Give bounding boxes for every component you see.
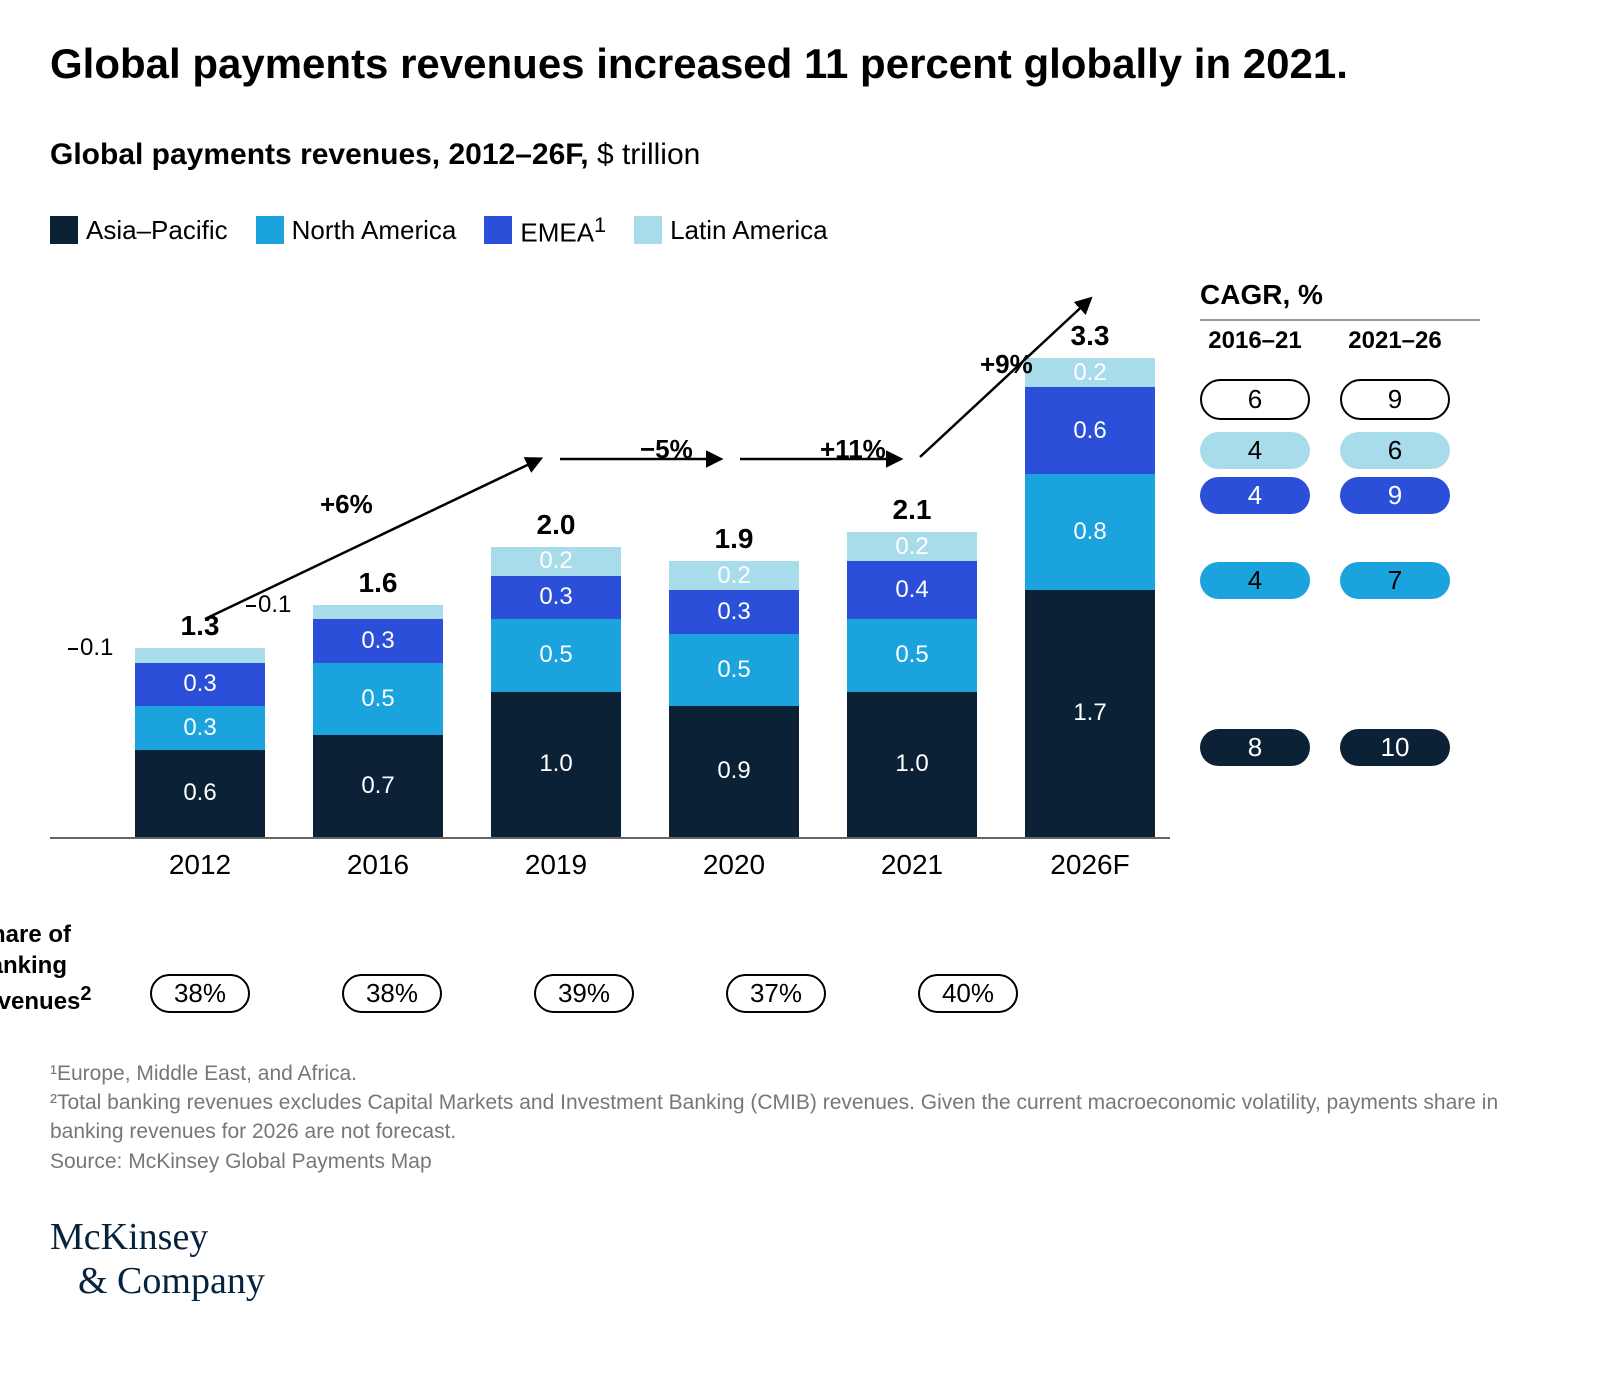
legend-swatch [50,216,78,244]
bar-segment: 0.5 [847,619,977,692]
cagr-value: 6 [1200,379,1310,420]
x-axis-label: 2012 [120,849,280,881]
x-axis-label: 2019 [476,849,636,881]
bar-segment: 1.0 [847,692,977,837]
bar-segment: 0.2 [491,547,621,576]
share-pill: 38% [342,974,442,1013]
mckinsey-logo: McKinsey & Company [50,1216,1550,1303]
bar-total-label: 1.6 [359,567,398,599]
bar-segment: 0.2 [669,561,799,590]
subtitle-bold: Global payments revenues, 2012–26F, [50,138,589,171]
cagr-value: 4 [1200,432,1310,469]
bar-segment: 0.10.1 [313,605,443,620]
bar-total-label: 3.3 [1071,320,1110,352]
bar-group: 2.1 1.00.50.40.2 [832,494,992,837]
bar-total-label: 2.1 [893,494,932,526]
bar-segment: 0.2 [847,532,977,561]
bar-segment: 0.3 [135,663,265,707]
legend-item: Asia–Pacific [50,212,228,249]
cagr-row: 49 [1200,477,1550,514]
bar-segment: 1.0 [491,692,621,837]
bar-group: 2.0 1.00.50.30.2 [476,509,636,837]
bar-segment: 0.6 [135,750,265,837]
cagr-row: 46 [1200,432,1550,469]
chart-title: Global payments revenues increased 11 pe… [50,40,1550,88]
share-pill: 40% [918,974,1018,1013]
cagr-value: 6 [1340,432,1450,469]
bar-group: 3.3 1.70.80.60.2 [1010,320,1170,837]
bar-segment: 0.8 [1025,474,1155,590]
bar-group: 1.9 0.90.50.30.2 [654,523,814,837]
cagr-title: CAGR, % [1200,279,1550,311]
share-pill: 39% [534,974,634,1013]
bar-segment: 0.5 [669,634,799,707]
x-axis-label: 2026F [1010,849,1170,881]
footnotes: ¹Europe, Middle East, and Africa.²Total … [50,1059,1550,1177]
legend-swatch [634,216,662,244]
cagr-value: 8 [1200,729,1310,766]
share-pill: 38% [150,974,250,1013]
bar-group: 1.30.60.30.30.10.1 [120,610,280,837]
bar-segment: 0.5 [313,663,443,736]
legend-label: Latin America [670,215,828,246]
bar-segment: 0.4 [847,561,977,619]
bar-total-label: 2.0 [537,509,576,541]
legend-label: Asia–Pacific [86,215,228,246]
legend: Asia–Pacific North America EMEA1 Latin Amer… [50,212,1550,249]
stacked-bar-chart: 1.30.60.30.30.10.11.60.70.50.30.10.12.01… [50,279,1170,929]
cagr-row: 69 [1200,379,1550,420]
bar-segment: 0.3 [669,590,799,634]
footnote-line: ¹Europe, Middle East, and Africa. [50,1059,1550,1088]
legend-label: North America [292,215,457,246]
x-axis-label: 2020 [654,849,814,881]
bar-total-label: 1.9 [715,523,754,555]
cagr-value: 9 [1340,477,1450,514]
bar-segment: 0.9 [669,706,799,837]
bar-group: 1.6 0.70.50.30.10.1 [298,567,458,837]
cagr-value: 10 [1340,729,1450,766]
cagr-value: 9 [1340,379,1450,420]
legend-item: North America [256,212,457,249]
footnote-line: ²Total banking revenues excludes Capital… [50,1088,1550,1147]
legend-item: EMEA1 [484,212,606,249]
cagr-table: CAGR, % 2016–21 2021–26 69464947810 [1200,279,1550,766]
legend-item: Latin America [634,212,828,249]
cagr-value: 4 [1200,477,1310,514]
x-axis-label: 2016 [298,849,458,881]
bar-total-label: 1.3 [181,610,220,642]
bar-segment: 0.10.1 [135,648,265,663]
bar-segment: 0.5 [491,619,621,692]
cagr-value: 4 [1200,562,1310,599]
bar-segment: 0.3 [313,619,443,663]
share-label: Share of banking revenues2 [0,919,115,1018]
legend-label: EMEA1 [520,212,606,249]
bar-segment: 0.3 [135,706,265,750]
bar-segment: 0.6 [1025,387,1155,474]
bar-segment: 0.2 [1025,358,1155,387]
legend-swatch [484,216,512,244]
bar-segment: 0.7 [313,735,443,837]
share-pill: 37% [726,974,826,1013]
cagr-row: 47 [1200,562,1550,599]
cagr-row: 8 10 [1200,729,1550,766]
cagr-col-header: 2016–21 [1200,327,1310,355]
subtitle-rest: $ trillion [589,138,701,171]
legend-swatch [256,216,284,244]
chart-subtitle: Global payments revenues, 2012–26F, $ tr… [50,138,1550,172]
cagr-value: 7 [1340,562,1450,599]
bar-segment: 1.7 [1025,590,1155,837]
footnote-line: Source: McKinsey Global Payments Map [50,1147,1550,1176]
bar-segment: 0.3 [491,576,621,620]
cagr-col-header: 2021–26 [1340,327,1450,355]
x-axis-label: 2021 [832,849,992,881]
